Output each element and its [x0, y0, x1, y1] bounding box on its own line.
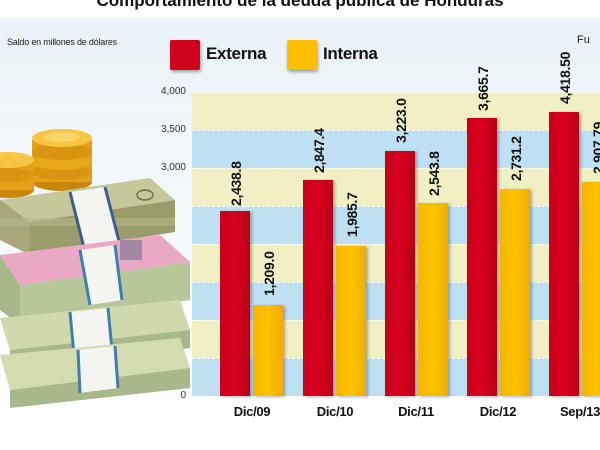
- source-note: Fu: [577, 34, 590, 46]
- legend-label-externa: Externa: [206, 44, 267, 63]
- value-label-interna-dic10: 1,985.7: [344, 192, 360, 237]
- banknote-stack-icon: [0, 178, 175, 255]
- chart-title: Comportamiento de la deuda pública de Ho…: [96, 0, 504, 10]
- gridline-3500: [192, 130, 600, 131]
- money-stack-illustration: [0, 129, 190, 408]
- bar-interna-sep13: [582, 182, 600, 396]
- y-tick-4000: 4,000: [160, 86, 186, 97]
- bar-externa-dic12: [467, 118, 497, 396]
- bar-interna-dic12: [500, 189, 530, 396]
- band: [192, 111, 600, 130]
- y-tick-0: 0: [180, 390, 186, 401]
- value-label-interna-sep13: 2,907.79: [590, 121, 600, 174]
- y-tick-3000: 3,000: [160, 162, 186, 173]
- bar-externa-dic11: [385, 151, 415, 396]
- bar-interna-dic09: [253, 305, 283, 396]
- bar-externa-dic10: [303, 180, 333, 396]
- bar-interna-dic10: [336, 246, 366, 396]
- gold-coins-icon: [0, 129, 92, 198]
- gridline-4000: [192, 92, 600, 93]
- bar-externa-sep13: [549, 112, 579, 396]
- value-label-interna-dic12: 2,731.2: [508, 136, 524, 181]
- band: [192, 92, 600, 111]
- legend-swatch-interna: [287, 40, 317, 70]
- bar-interna-dic11: [418, 203, 448, 396]
- x-label-dic09: Dic/09: [233, 404, 271, 419]
- value-label-externa-sep13: 4,418.50: [557, 51, 573, 104]
- value-label-externa-dic10: 2,847.4: [311, 128, 327, 173]
- value-label-interna-dic09: 1,209.0: [261, 251, 277, 296]
- value-label-externa-dic11: 3,223.0: [393, 98, 409, 143]
- value-label-externa-dic09: 2,438.8: [228, 161, 244, 206]
- banknote-stack-icon: [0, 338, 190, 408]
- value-label-externa-dic12: 3,665.7: [475, 66, 491, 111]
- x-label-sep13: Sep/13: [559, 404, 600, 419]
- y-tick-3500: 3,500: [160, 124, 186, 135]
- value-label-interna-dic11: 2,543.8: [426, 151, 442, 196]
- x-label-dic11: Dic/11: [398, 404, 434, 419]
- x-label-dic12: Dic/12: [479, 404, 517, 419]
- x-label-dic10: Dic/10: [316, 404, 354, 419]
- legend-swatch-externa: [170, 40, 200, 70]
- legend-label-interna: Interna: [323, 44, 378, 63]
- banknote-stack-icon: [0, 235, 190, 325]
- units-subtitle: Saldo en millones de dólares: [7, 37, 117, 47]
- bar-externa-dic09: [220, 211, 250, 396]
